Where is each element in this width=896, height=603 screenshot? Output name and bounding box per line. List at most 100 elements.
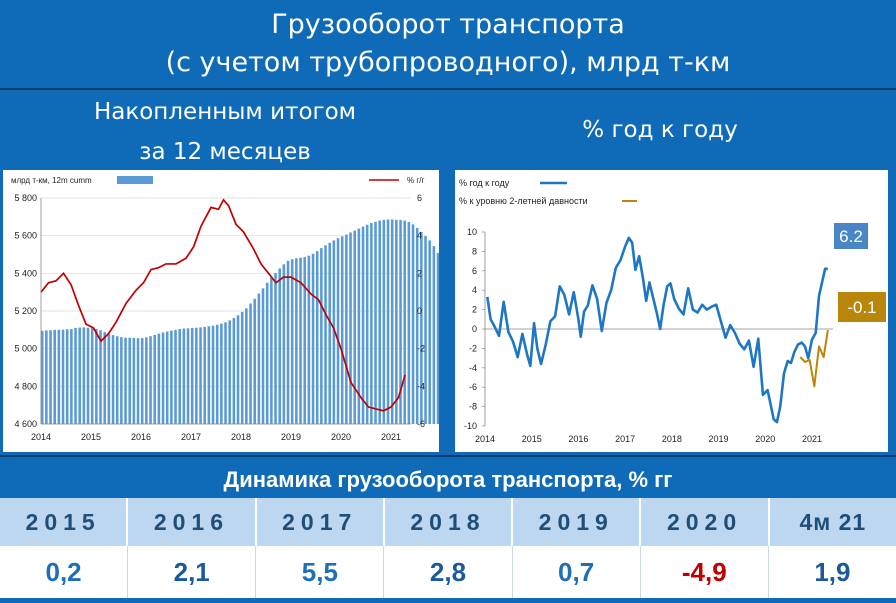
- bar: [78, 327, 81, 424]
- bar: [295, 258, 298, 424]
- bar: [215, 324, 219, 424]
- bar: [286, 260, 290, 424]
- bar: [132, 337, 136, 424]
- bar: [370, 223, 373, 424]
- bar: [411, 224, 415, 424]
- bar: [299, 257, 302, 424]
- bar: [303, 256, 306, 424]
- bar: [349, 232, 352, 424]
- divider: [0, 88, 896, 90]
- bar: [165, 331, 169, 424]
- summary-title: Динамика грузооборота транспорта, % гг: [223, 467, 673, 492]
- year-cell: 2020: [641, 498, 770, 546]
- y-tick-label: 5 600: [14, 231, 37, 241]
- x-tick-label: 2020: [755, 434, 775, 444]
- right-chart: 10 8 6 4 2 0 -2 -4 -6 -8 -10 2014 2015 2016 2017 2018 20…: [459, 178, 886, 444]
- legend-yoy-label: % год к году: [459, 178, 510, 188]
- bar: [228, 320, 231, 424]
- x-tick-label: 2018: [231, 432, 251, 442]
- bar: [382, 219, 386, 424]
- bar: [136, 338, 140, 424]
- bar: [420, 231, 423, 424]
- bar: [74, 327, 77, 424]
- bar: [328, 242, 331, 424]
- bar: [332, 240, 336, 424]
- left-heading: Накопленным итогом за 12 месяцев: [20, 92, 430, 172]
- bar: [399, 220, 402, 424]
- bar: [149, 336, 152, 424]
- x-tick-label: 2020: [331, 432, 351, 442]
- x-tick-label: 2016: [131, 432, 151, 442]
- y2-tick-label: 4: [417, 231, 422, 241]
- summary-years-row: 2015 2016 2017 2018 2019 2020 4м 21: [0, 498, 896, 546]
- bar: [82, 327, 86, 424]
- value-cell: 0,2: [0, 546, 129, 598]
- callout-gold-box: [838, 292, 886, 322]
- bar: [145, 337, 148, 424]
- y-tick-label: -2: [469, 343, 477, 353]
- bar: [40, 330, 44, 424]
- bar: [361, 226, 365, 424]
- value-cell: 0,7: [513, 546, 641, 598]
- left-heading-line-1: Накопленным итогом: [93, 99, 357, 125]
- y-tick-label: 5 200: [14, 306, 37, 316]
- bar: [120, 337, 123, 424]
- bar: [220, 323, 223, 424]
- bar: [182, 328, 186, 424]
- bar: [320, 248, 323, 424]
- bar: [232, 317, 236, 424]
- title-line-2: (с учетом трубопроводного), млрд т-км: [165, 47, 731, 78]
- bar: [390, 219, 394, 424]
- year-cell: 2016: [128, 498, 257, 546]
- bar: [128, 337, 131, 424]
- summary-values-row: 0,2 2,1 5,5 2,8 0,7 -4,9 1,9: [0, 546, 896, 598]
- bar: [336, 238, 340, 424]
- bar: [65, 329, 69, 424]
- bar: [53, 329, 56, 424]
- bar: [240, 311, 244, 424]
- bar: [374, 221, 377, 424]
- bar: [290, 259, 294, 424]
- bar: [107, 333, 111, 424]
- year-cell: 2019: [513, 498, 642, 546]
- left-chart-panel: 5 800 5 600 5 400 5 200 5 000 4 800 4 600 6 4 2 0 -…: [3, 170, 494, 452]
- bar: [178, 329, 181, 424]
- bar: [70, 329, 73, 424]
- bar: [86, 327, 90, 424]
- callout-blue-value: 6.2: [839, 227, 863, 246]
- bar: [95, 328, 98, 424]
- bar: [249, 303, 252, 424]
- bar: [395, 219, 398, 424]
- x-tick-label: 2019: [709, 434, 729, 444]
- bar: [49, 330, 52, 424]
- bar: [211, 325, 215, 424]
- x-tick-label: 2017: [615, 434, 635, 444]
- y-tick-label: 5 800: [14, 193, 37, 203]
- y-tick-label: 0: [472, 324, 477, 334]
- x-tick-label: 2021: [802, 434, 822, 444]
- legend-right-label: % г/г: [407, 176, 424, 185]
- y2-tick-label: 6: [417, 193, 422, 203]
- value-cell: 2,1: [128, 546, 257, 598]
- y2-tick-label: -6: [417, 419, 425, 429]
- bar: [278, 268, 281, 424]
- left-chart: 5 800 5 600 5 400 5 200 5 000 4 800 4 600 6 4 2 0 -…: [11, 176, 494, 442]
- callout-gold-value: -0.1: [847, 298, 876, 317]
- y-tick-label: 8: [472, 246, 477, 256]
- y-tick-label: -4: [469, 363, 477, 373]
- x-tick-label: 2014: [475, 434, 495, 444]
- value-cell: -4,9: [641, 546, 769, 598]
- bar: [340, 236, 344, 424]
- yoy-line: [40, 198, 406, 412]
- bar: [186, 328, 190, 424]
- value-cell: 2,8: [384, 546, 513, 598]
- y-tick-label: -8: [469, 402, 477, 412]
- x-tick-label: 2019: [281, 432, 301, 442]
- bar: [245, 308, 248, 424]
- right-chart-panel: 10 8 6 4 2 0 -2 -4 -6 -8 -10 2014 2015 2016 2017 2018 20…: [455, 170, 888, 452]
- bar: [270, 277, 273, 424]
- bar: [282, 264, 286, 424]
- x-tick-label: 2021: [381, 432, 401, 442]
- y-tick-label: 5 400: [14, 268, 37, 278]
- bar: [170, 330, 173, 424]
